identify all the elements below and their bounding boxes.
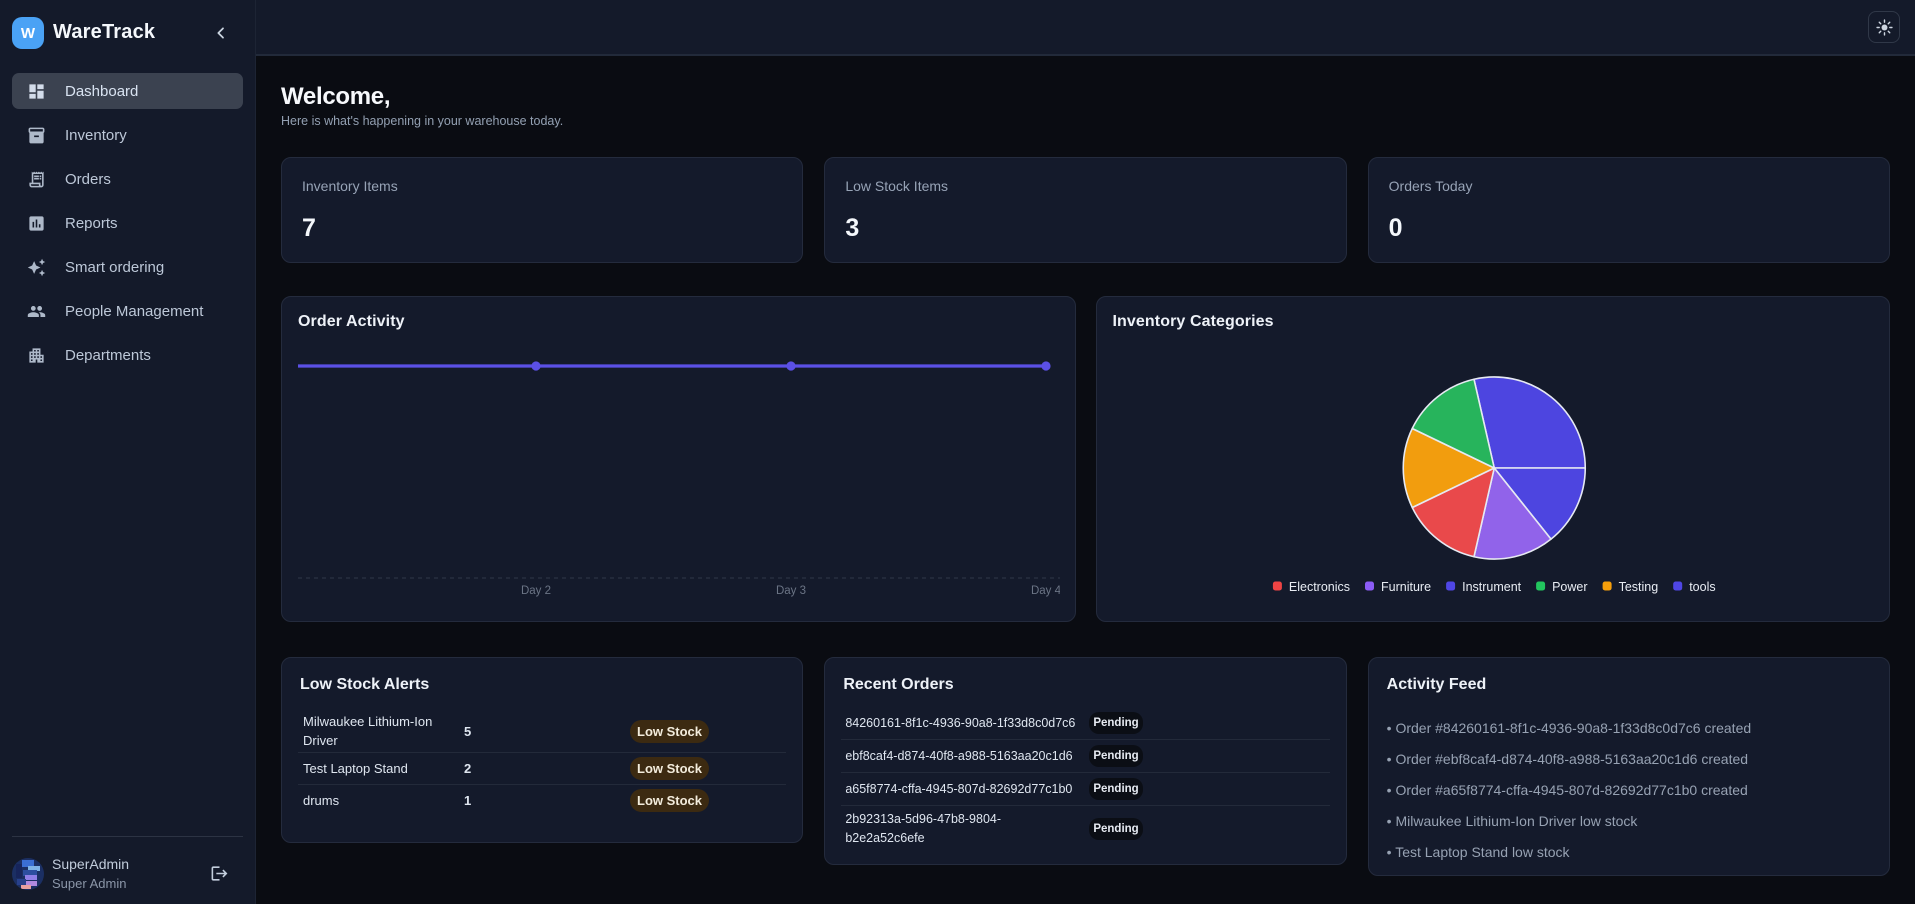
svg-text:Electronics: Electronics: [1288, 580, 1349, 594]
svg-text:tools: tools: [1689, 580, 1715, 594]
svg-text:Furniture: Furniture: [1381, 580, 1431, 594]
svg-text:Day 3: Day 3: [776, 585, 806, 597]
svg-text:Day 2: Day 2: [521, 585, 551, 597]
svg-text:Instrument: Instrument: [1462, 580, 1522, 594]
svg-text:Testing: Testing: [1618, 580, 1658, 594]
svg-text:Power: Power: [1552, 580, 1587, 594]
svg-text:Day 4: Day 4: [1031, 585, 1060, 597]
